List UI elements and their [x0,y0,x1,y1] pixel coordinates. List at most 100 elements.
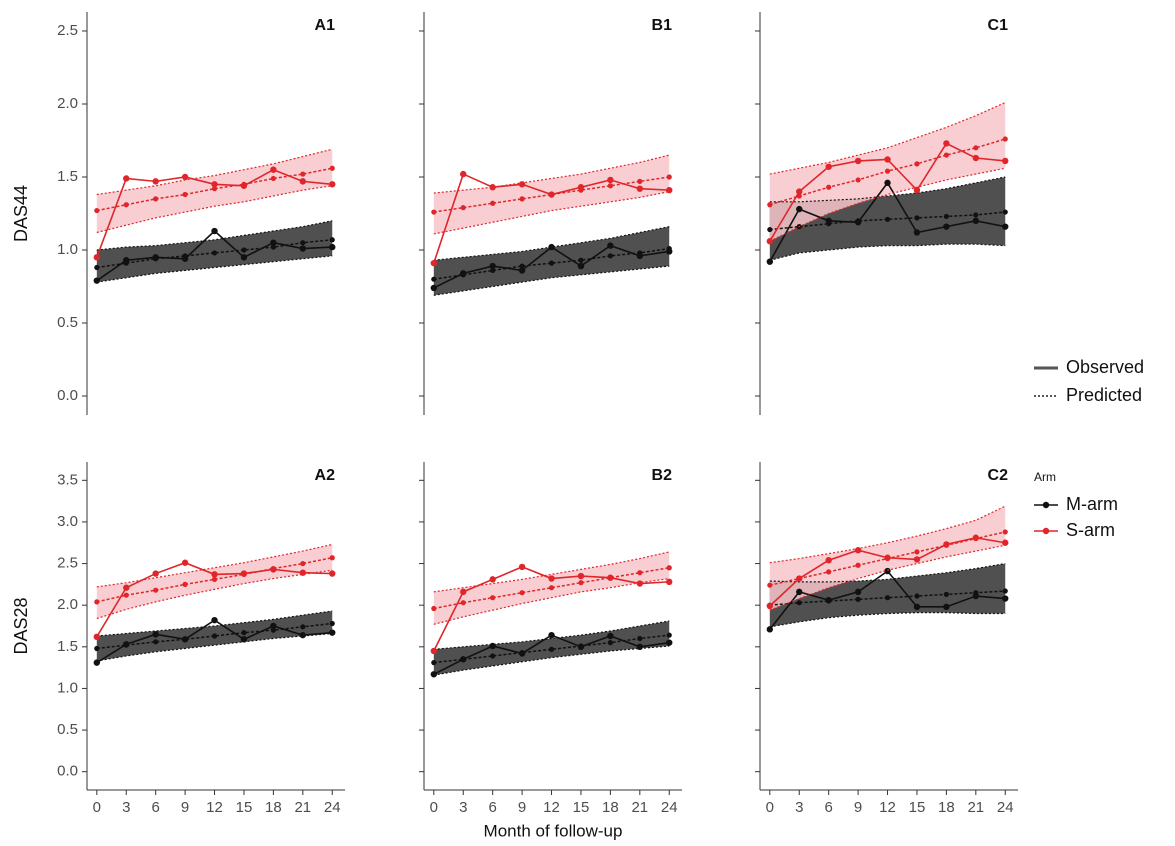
predicted-point [490,267,496,274]
band-edge [769,544,1006,611]
observed-point [430,647,438,655]
predicted-point [153,587,159,593]
observed-point [93,633,101,641]
predicted-line [96,167,333,212]
y-tick-label: 2.0 [57,95,78,112]
observed-point [489,642,496,650]
band-edge [433,191,670,235]
y-tick-label: 1.5 [57,168,78,185]
observed-point [607,574,614,581]
x-tick-label: 3 [795,799,803,816]
predicted-line [769,211,1006,231]
predicted-point [300,624,306,630]
observed-point [1002,223,1009,230]
x-tick-label: 15 [573,799,590,816]
observed-point [211,227,218,235]
observed-point [240,254,248,261]
predicted-point [490,595,496,601]
y-tick-label: 1.0 [57,679,78,696]
observed-point [666,186,673,194]
predicted-point [1002,529,1008,535]
observed-point [329,181,336,188]
predicted-point [182,581,188,587]
panel-title: C2 [988,467,1009,484]
predicted-point [460,205,466,211]
predicted-line [96,557,333,603]
x-tick-label: 3 [122,799,130,816]
observed-point [972,534,980,541]
predicted-line [433,247,670,280]
y-axis-label: DAS28 [11,597,31,654]
predicted-point [300,240,306,246]
predicted-point [123,592,129,598]
x-tick-label: 15 [909,799,926,816]
predicted-point [578,580,584,586]
observed-point [329,243,336,251]
x-tick-label: 9 [518,799,526,816]
observed-point [666,248,673,255]
observed-point [854,219,862,226]
predicted-point [1002,588,1008,594]
predicted-point [548,646,555,652]
observed-point [666,578,673,586]
observed-point [93,659,101,666]
y-tick-label: 0.0 [57,763,78,780]
observed-point [181,255,189,262]
observed-point [884,567,891,575]
x-tick-label: 24 [997,799,1014,816]
legend-label: M-arm [1066,494,1118,514]
observed-point [123,257,130,264]
observed-point [548,191,555,198]
observed-point [766,258,774,265]
x-tick-label: 21 [631,799,648,816]
x-tick-label: 12 [543,799,560,816]
predicted-point [123,202,129,208]
predicted-point [241,630,247,636]
predicted-point [666,632,672,638]
band-edge [769,505,1006,564]
predicted-point [943,213,949,220]
observed-point [854,157,862,165]
predicted-point [855,562,861,568]
observed-point [181,636,189,643]
x-tick-label: 15 [236,799,253,816]
predicted-point [973,212,979,218]
predicted-point [884,216,891,222]
observed-point [299,245,307,252]
observed-point [270,622,277,630]
predicted-point [270,175,276,182]
observed-point [577,262,585,270]
x-tick-label: 18 [938,799,955,816]
predicted-point [1002,136,1008,142]
observed-point [518,267,526,274]
predicted-point [270,244,276,250]
x-tick-label: 12 [206,799,223,816]
panel-title: A2 [315,467,336,484]
observed-point [943,603,950,611]
band-edge [433,620,670,650]
observed-point [329,629,336,636]
observed-point [943,140,950,147]
observed-point [518,181,526,188]
observed-point [796,588,803,596]
observed-point [460,270,467,277]
x-tick-label: 9 [854,799,862,816]
observed-point [825,217,832,225]
predicted-point [300,560,306,567]
observed-point [1002,539,1009,546]
observed-point [884,156,891,163]
observed-point [913,229,921,236]
predicted-point [973,145,979,151]
x-tick-label: 6 [824,799,832,816]
observed-point [329,570,336,577]
predicted-point [182,191,188,198]
band-edge [769,243,1006,261]
observed-point [854,588,862,596]
observed-point [181,173,189,181]
predicted-point [884,595,891,601]
observed-point [913,556,921,563]
y-tick-label: 2.0 [57,596,78,613]
predicted-point [94,207,100,214]
predicted-point [1002,209,1008,215]
observed-point [152,570,159,577]
